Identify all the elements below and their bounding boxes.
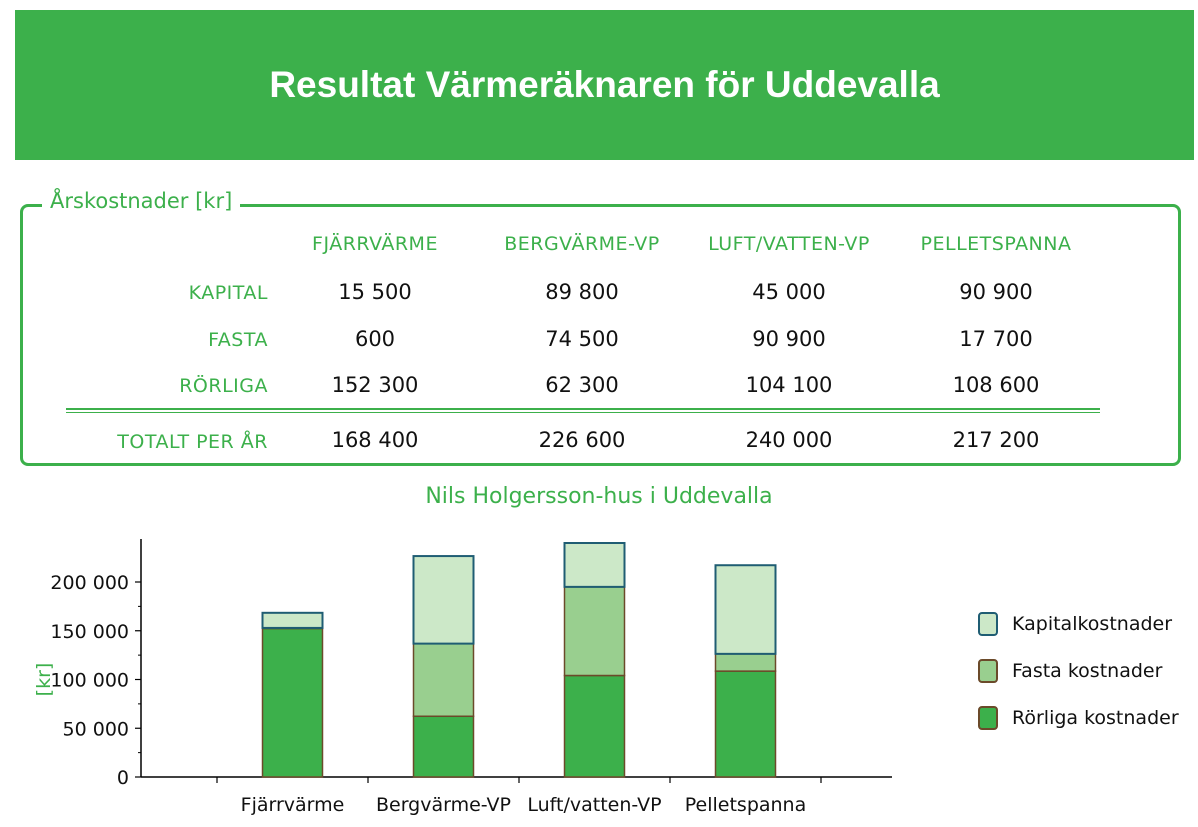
bar-fasta-kostnader-3 bbox=[714, 653, 777, 672]
row-label-rorliga: RÖRLIGA bbox=[179, 375, 268, 397]
header-banner: Resultat Värmeräknaren för Uddevalla bbox=[15, 10, 1194, 160]
bar-r-rliga-kostnader-3 bbox=[714, 670, 777, 778]
legend-swatch-fasta bbox=[978, 659, 998, 683]
column-header-pelletspanna: PELLETSPANNA bbox=[920, 233, 1072, 255]
legend-swatch-kapital bbox=[978, 612, 998, 636]
cell-fasta-luft-vatten: 90 900 bbox=[752, 327, 826, 351]
legend-label-kapital: Kapitalkostnader bbox=[1012, 613, 1173, 635]
row-label-kapital: KAPITAL bbox=[188, 282, 268, 304]
cell-rorliga-luft-vatten: 104 100 bbox=[745, 373, 833, 397]
total-divider bbox=[66, 408, 1100, 413]
legend-label-fasta: Fasta kostnader bbox=[1012, 660, 1163, 682]
y-tick-label: 50 000 bbox=[63, 718, 129, 740]
x-tick-label: Luft/vatten-VP bbox=[527, 794, 661, 816]
x-tick-label: Pelletspanna bbox=[685, 794, 807, 816]
annual-costs-panel bbox=[20, 204, 1181, 466]
chart-title: Nils Holgersson-hus i Uddevalla bbox=[425, 484, 773, 509]
bar-r-rliga-kostnader-0 bbox=[261, 627, 324, 778]
y-tick-label: 150 000 bbox=[50, 621, 129, 643]
cell-total-fjarrvarme: 168 400 bbox=[331, 428, 419, 452]
cell-rorliga-pelletspanna: 108 600 bbox=[952, 373, 1040, 397]
bar-kapitalkostnader-2 bbox=[563, 542, 626, 588]
cell-kapital-luft-vatten: 45 000 bbox=[752, 280, 826, 304]
bar-fasta-kostnader-2 bbox=[563, 586, 626, 677]
annual-costs-legend: Årskostnader [kr] bbox=[42, 189, 241, 213]
stacked-bar-chart: 0 50 000 100 000 150 000 200 000 [kr] Fjärrvär… bbox=[33, 539, 892, 816]
bar-kapitalkostnader-3 bbox=[714, 564, 777, 655]
bar-fasta-kostnader-1 bbox=[412, 642, 475, 718]
column-header-luft-vatten: LUFT/VATTEN-VP bbox=[708, 233, 870, 255]
cell-kapital-fjarrvarme: 15 500 bbox=[338, 280, 412, 304]
cell-rorliga-bergvarme: 62 300 bbox=[545, 373, 619, 397]
cell-total-pelletspanna: 217 200 bbox=[952, 428, 1040, 452]
cell-fasta-bergvarme: 74 500 bbox=[545, 327, 619, 351]
cell-kapital-bergvarme: 89 800 bbox=[545, 280, 619, 304]
bar-kapitalkostnader-0 bbox=[261, 611, 324, 629]
legend-label-rorliga: Rörliga kostnader bbox=[1012, 707, 1179, 729]
bar-r-rliga-kostnader-2 bbox=[563, 674, 626, 778]
y-tick-label: 200 000 bbox=[50, 572, 129, 594]
row-label-total: TOTALT PER ÅR bbox=[117, 431, 268, 453]
legend-swatch-rorliga bbox=[978, 706, 998, 730]
cell-total-bergvarme: 226 600 bbox=[538, 428, 626, 452]
bar-r-rliga-kostnader-1 bbox=[412, 715, 475, 778]
cell-fasta-pelletspanna: 17 700 bbox=[959, 327, 1033, 351]
x-tick-label: Fjärrvärme bbox=[241, 794, 345, 816]
row-label-fasta: FASTA bbox=[208, 329, 268, 351]
page-title: Resultat Värmeräknaren för Uddevalla bbox=[269, 64, 940, 105]
column-header-bergvarme: BERGVÄRME-VP bbox=[504, 233, 660, 255]
cell-fasta-fjarrvarme: 600 bbox=[354, 327, 396, 351]
y-axis-label: [kr] bbox=[33, 663, 55, 697]
cell-rorliga-fjarrvarme: 152 300 bbox=[331, 373, 419, 397]
cell-total-luft-vatten: 240 000 bbox=[745, 428, 833, 452]
cell-kapital-pelletspanna: 90 900 bbox=[959, 280, 1033, 304]
y-tick-label: 0 bbox=[117, 767, 129, 789]
y-tick-label: 100 000 bbox=[50, 670, 129, 692]
bar-kapitalkostnader-1 bbox=[412, 555, 475, 645]
x-tick-label: Bergvärme-VP bbox=[376, 794, 511, 816]
column-header-fjarrvarme: FJÄRRVÄRME bbox=[312, 233, 438, 255]
